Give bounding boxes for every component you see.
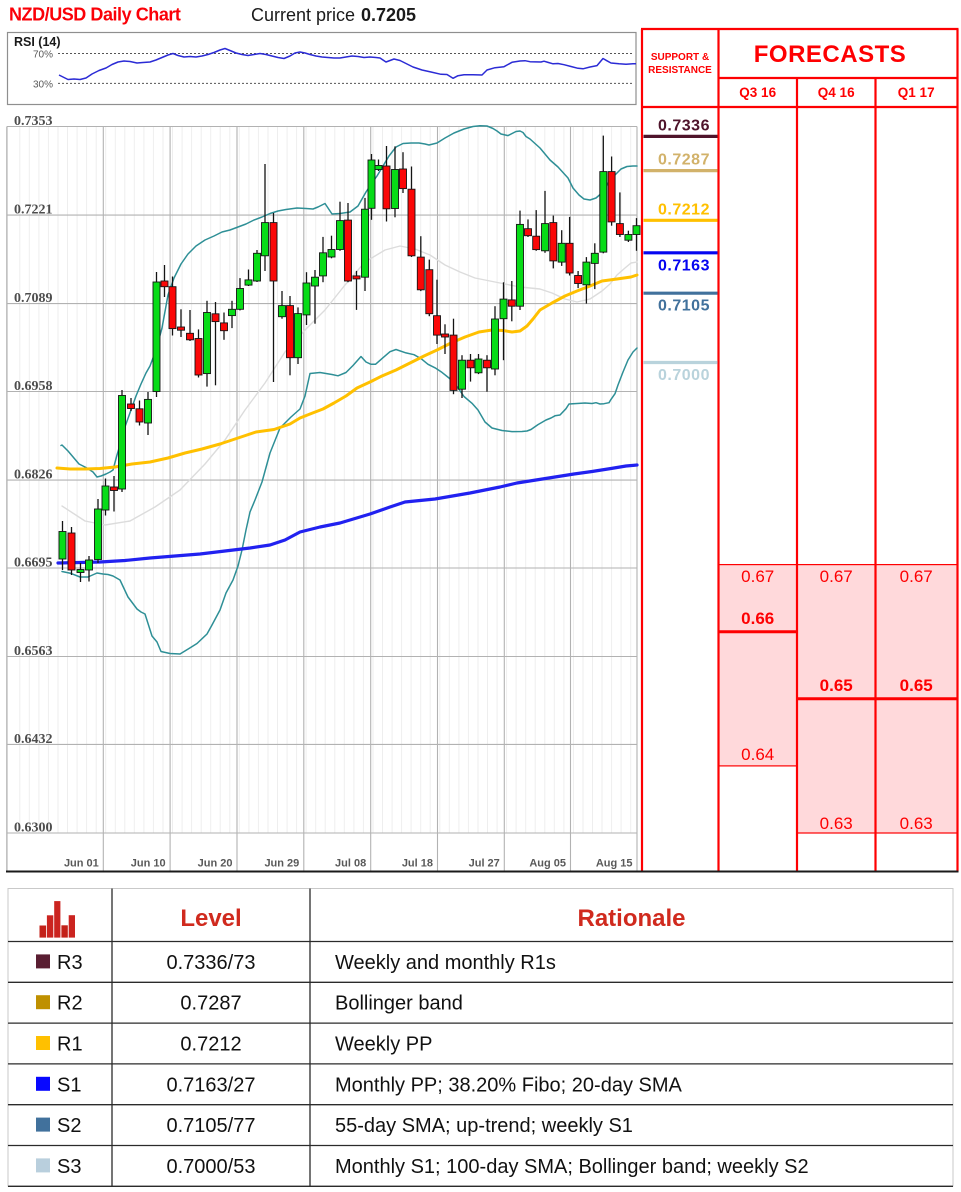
svg-text:Weekly PP: Weekly PP (335, 1034, 432, 1056)
svg-text:0.7353: 0.7353 (14, 114, 53, 129)
svg-text:R2: R2 (57, 993, 83, 1015)
svg-text:0.7105/77: 0.7105/77 (167, 1115, 256, 1137)
svg-text:0.7105: 0.7105 (658, 298, 710, 315)
svg-text:0.67: 0.67 (900, 567, 933, 586)
svg-text:0.7000: 0.7000 (658, 367, 710, 384)
svg-text:Bollinger band: Bollinger band (335, 993, 463, 1015)
svg-text:0.7221: 0.7221 (14, 203, 53, 218)
svg-text:Jun 01: Jun 01 (64, 857, 99, 869)
svg-text:Rationale: Rationale (577, 905, 685, 932)
svg-text:0.6826: 0.6826 (14, 468, 53, 483)
svg-text:0.6432: 0.6432 (14, 732, 53, 747)
svg-text:0.63: 0.63 (900, 814, 933, 833)
svg-text:Weekly and monthly R1s: Weekly and monthly R1s (335, 952, 556, 974)
svg-text:Current price: Current price (251, 5, 355, 25)
svg-text:S2: S2 (57, 1115, 81, 1137)
svg-text:R3: R3 (57, 952, 83, 974)
svg-text:Q1 17: Q1 17 (898, 85, 935, 100)
svg-text:Level: Level (180, 905, 241, 932)
svg-text:70%: 70% (33, 50, 53, 61)
svg-text:Q4 16: Q4 16 (818, 85, 855, 100)
svg-text:Jun 29: Jun 29 (264, 857, 299, 869)
svg-text:R1: R1 (57, 1034, 83, 1056)
svg-text:30%: 30% (33, 80, 53, 91)
svg-text:Jul 18: Jul 18 (402, 857, 433, 869)
svg-text:Jun 10: Jun 10 (131, 857, 166, 869)
svg-text:NZD/USD Daily Chart: NZD/USD Daily Chart (9, 5, 181, 25)
svg-text:Jul 27: Jul 27 (469, 857, 500, 869)
svg-text:0.7163/27: 0.7163/27 (167, 1074, 256, 1096)
svg-text:RESISTANCE: RESISTANCE (648, 65, 712, 76)
svg-text:0.7212: 0.7212 (180, 1034, 241, 1056)
svg-text:0.65: 0.65 (820, 676, 853, 695)
svg-text:0.64: 0.64 (741, 745, 774, 764)
svg-text:S3: S3 (57, 1156, 81, 1178)
svg-text:55-day SMA; up-trend; weekly S: 55-day SMA; up-trend; weekly S1 (335, 1115, 633, 1137)
svg-text:0.6695: 0.6695 (14, 555, 53, 570)
svg-text:0.7163: 0.7163 (658, 257, 710, 274)
svg-text:RSI (14): RSI (14) (14, 35, 61, 49)
svg-text:0.67: 0.67 (820, 567, 853, 586)
svg-text:0.6300: 0.6300 (14, 820, 53, 835)
svg-text:Aug 05: Aug 05 (529, 857, 566, 869)
svg-text:Aug 15: Aug 15 (596, 857, 633, 869)
svg-text:0.7000/53: 0.7000/53 (167, 1156, 256, 1178)
svg-text:Monthly PP; 38.20% Fibo; 20-da: Monthly PP; 38.20% Fibo; 20-day SMA (335, 1074, 682, 1096)
svg-text:Jul 08: Jul 08 (335, 857, 366, 869)
svg-text:0.7336: 0.7336 (658, 117, 710, 134)
svg-text:0.65: 0.65 (900, 676, 933, 695)
svg-text:FORECASTS: FORECASTS (754, 41, 907, 68)
svg-text:0.6563: 0.6563 (14, 644, 53, 659)
svg-text:0.7212: 0.7212 (658, 201, 710, 218)
svg-text:0.7089: 0.7089 (14, 291, 53, 306)
svg-text:0.6958: 0.6958 (14, 379, 53, 394)
svg-text:0.63: 0.63 (820, 814, 853, 833)
svg-text:Monthly S1; 100-day SMA; Bolli: Monthly S1; 100-day SMA; Bollinger band;… (335, 1156, 809, 1178)
svg-text:0.7287: 0.7287 (658, 152, 710, 169)
svg-text:SUPPORT &: SUPPORT & (651, 52, 709, 63)
svg-text:0.7336/73: 0.7336/73 (167, 952, 256, 974)
svg-text:0.66: 0.66 (741, 609, 774, 628)
svg-text:Jun 20: Jun 20 (198, 857, 233, 869)
svg-text:0.7287: 0.7287 (180, 993, 241, 1015)
svg-text:0.7205: 0.7205 (361, 5, 416, 25)
svg-text:S1: S1 (57, 1074, 81, 1096)
svg-text:Q3 16: Q3 16 (739, 85, 776, 100)
svg-text:0.67: 0.67 (741, 567, 774, 586)
